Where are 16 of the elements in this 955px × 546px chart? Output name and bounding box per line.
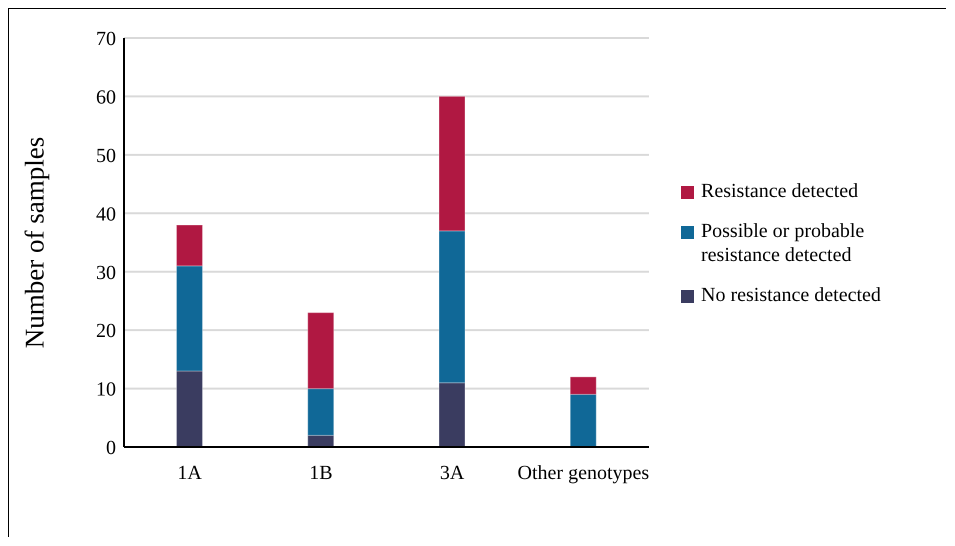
y-tick-label: 10 — [96, 378, 116, 401]
y-tick-label: 60 — [96, 86, 116, 109]
legend-label: Resistance detected — [701, 179, 858, 203]
x-tick-label: 1A — [177, 462, 202, 484]
legend-label: Possible or probable resistance detected — [701, 219, 866, 267]
x-tick-label: Other genotypes — [518, 462, 650, 484]
y-tick-label: 50 — [96, 144, 116, 167]
x-tick-label: 1B — [309, 462, 333, 484]
y-tick-label: 30 — [96, 262, 116, 284]
y-axis-title: Number of samples — [20, 136, 50, 348]
y-tick-label: 20 — [96, 320, 116, 342]
y-tick-label: 0 — [106, 437, 116, 460]
y-tick-label: 70 — [96, 28, 116, 50]
x-tick-label: 3A — [440, 462, 465, 484]
y-tick-label: 40 — [96, 203, 116, 226]
legend-label: No resistance detected — [701, 283, 881, 307]
